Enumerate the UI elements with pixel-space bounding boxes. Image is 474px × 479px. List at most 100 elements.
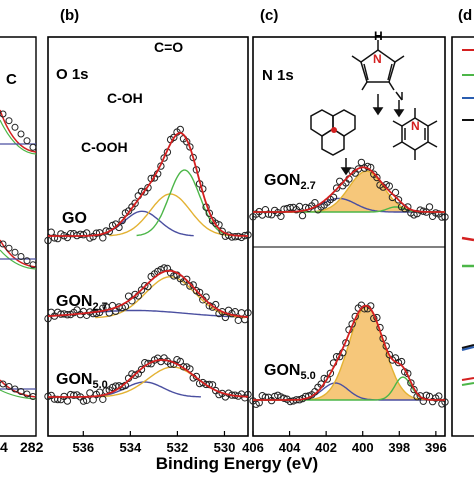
data-point [385,350,393,359]
data-point [425,203,434,211]
data-point [323,375,331,383]
data-point [195,288,204,297]
data-point [17,388,25,395]
data-point [280,394,288,402]
data-point [441,398,449,406]
panel-c: (c) N 1s GON2.7 GON5.0 H N [242,7,449,455]
panel-d-tag: (d [458,7,472,24]
panel-a-curves [0,109,37,400]
pyridine-n-atom: N [411,119,420,133]
series-gon50 [249,301,449,408]
data-point [438,213,446,221]
panel-a-component [0,119,37,155]
xtick-label: 398 [388,440,410,455]
data-point [244,231,252,239]
data-point [373,173,381,182]
data-point [23,257,31,265]
data-point [183,275,191,283]
series-go [44,125,252,245]
data-point [23,390,31,398]
pyridine-structure-icon [392,91,438,160]
panel-c-xticks: 406 404 402 400 398 396 [242,431,447,455]
panel-a: C 4 282 [0,36,44,455]
data-point [44,236,52,245]
data-point [144,184,152,192]
data-point [234,316,243,324]
panel-b-title: O 1s [56,66,89,83]
data-point [17,253,25,260]
data-point [29,393,37,400]
data-point [5,383,13,390]
data-point [17,130,25,138]
data-point [221,313,230,322]
data-point [298,211,307,220]
envelope-fit [253,304,445,401]
data-point [244,309,252,317]
data-point [63,397,72,405]
pyrrole-n-atom: N [373,52,382,66]
data-point [92,229,101,237]
sample-label-gon27-c: GON2.7 [264,172,316,192]
area-fill [253,171,445,212]
data-point [5,244,13,252]
pyrrole-h-label: H [374,29,383,43]
panel-a-fit [0,109,37,153]
xtick-label: 534 [120,440,142,455]
panel-b: (b) O 1s C=O C-OH C-OOH GO GON2.7 GON5.0… [44,7,252,455]
data-point [394,196,403,204]
data-point [326,369,335,377]
data-point [118,382,126,391]
data-point [70,391,78,399]
panel-a-frame [0,36,37,437]
data-point [99,234,107,242]
data-point [170,272,178,280]
xtick-label: 530 [214,440,236,455]
data-point [11,123,19,131]
envelope-fit [253,166,445,213]
xtick-label: 400 [352,440,374,455]
panel-a-component [0,249,37,270]
data-point [385,182,393,190]
data-point [5,117,13,125]
envelope-fit [48,132,248,237]
data-point [137,365,146,374]
xtick-label: 406 [242,440,264,455]
peak-label-c-eq-o: C=O [154,39,183,55]
sample-label-gon50-c: GON5.0 [264,362,316,382]
xtick-label: 402 [315,440,337,455]
data-point [105,227,114,236]
panel-d: (d [451,7,474,437]
xtick-label: 404 [279,440,301,455]
data-point [441,213,449,221]
xtick-label: 396 [425,440,447,455]
panel-c-frame [252,36,446,437]
data-point [131,199,139,207]
data-point [0,110,7,118]
data-point [0,380,7,388]
peak-label-c-oh: C-OH [107,90,143,106]
xtick-label: 532 [167,440,189,455]
component-C-OOH [89,210,194,237]
envelope-fit [47,269,249,318]
panel-d-frame [451,36,474,437]
data-point [186,143,194,151]
data-point [11,385,19,393]
series-gon27 [249,158,449,221]
graphitic-n-structure-icon [310,109,356,176]
series-gon27 [44,264,252,324]
data-point [329,193,338,202]
sample-label-go: GO [62,210,87,227]
panel-a-component [0,389,37,400]
data-point [23,137,31,145]
data-point [11,248,19,256]
data-point [0,240,7,248]
panel-a-xtick-1: 4 [0,439,8,455]
panel-b-xticks: 536 534 532 530 [72,431,235,455]
graphitic-n-atom [331,127,337,133]
data-point [404,203,412,211]
data-point [170,133,178,142]
component-C=O [136,169,233,237]
panel-b-plot [44,125,252,405]
data-point [407,379,415,387]
